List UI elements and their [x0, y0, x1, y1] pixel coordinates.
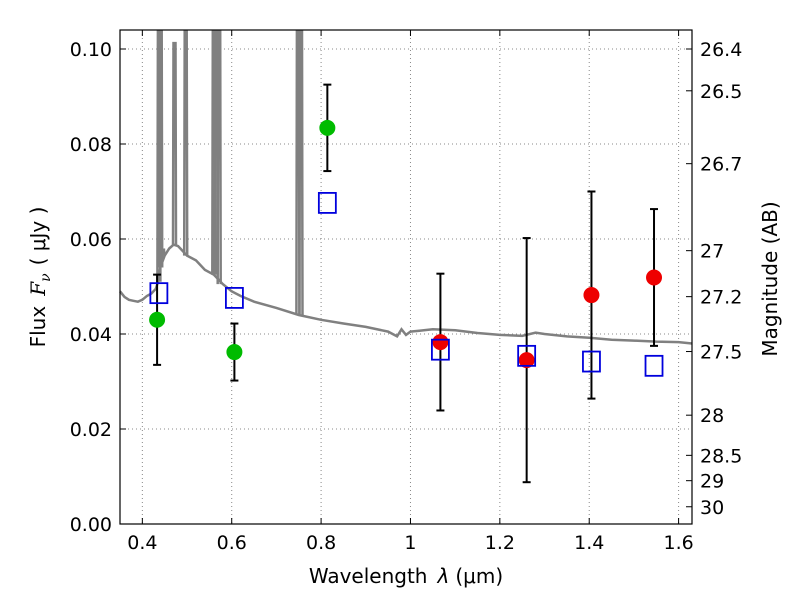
sed-model-layer: [119, 29, 693, 345]
green-photometry-point: [226, 344, 243, 361]
x-tick-label: 1.4: [574, 532, 604, 554]
mag-tick-label: 27.2: [700, 287, 742, 309]
mag-tick-label: 27: [700, 241, 724, 263]
model-point: [224, 286, 244, 309]
green-photometry-point: [149, 311, 166, 328]
model-point: [317, 191, 337, 214]
red-photometry-point: [583, 287, 600, 304]
y-tick-label: 0.00: [70, 514, 112, 536]
model-point: [431, 338, 450, 361]
model-point: [517, 344, 537, 367]
emission-line: [216, 29, 222, 285]
y-tick-label: 0.04: [70, 324, 112, 346]
model-point: [149, 282, 169, 305]
mag-tick-label: 26.7: [700, 154, 742, 176]
y-tick-label: 0.02: [70, 419, 112, 441]
model-point: [582, 350, 601, 373]
emission-line: [171, 41, 178, 245]
y-tick-label: 0.06: [70, 229, 112, 251]
x-tick-label: 0.4: [127, 532, 157, 554]
emission-line: [160, 248, 166, 256]
emission-line: [298, 29, 304, 316]
mag-tick-label: 27.5: [700, 342, 742, 364]
sed-continuum-line: [119, 243, 693, 345]
x-axis-title: Wavelength λ (μm): [309, 564, 503, 588]
emission-line: [182, 29, 189, 256]
mag-tick-label: 26.5: [700, 81, 742, 103]
x-tick-label: 0.6: [217, 532, 247, 554]
mag-tick-label: 28: [700, 405, 724, 427]
red-photometry-point: [518, 352, 535, 369]
mag-tick-label: 28.5: [700, 445, 742, 467]
y-axis-title: FluxFν( μJy ): [26, 207, 54, 348]
mag-tick-label: 30: [700, 497, 724, 519]
markers-layer: [149, 119, 664, 377]
red-photometry-point: [646, 269, 663, 286]
plot-frame: [119, 29, 693, 525]
y-tick-label: 0.08: [70, 134, 112, 156]
x-tick-label: 1: [404, 532, 416, 554]
x-tick-label: 1.6: [663, 532, 693, 554]
y-right-axis-title: Magnitude (AB): [758, 201, 782, 356]
mag-tick-label: 26.4: [700, 39, 742, 61]
y-tick-label: 0.10: [70, 39, 112, 61]
red-photometry-point: [432, 334, 449, 351]
x-tick-label: 0.8: [306, 532, 336, 554]
x-tick-label: 1.2: [485, 532, 515, 554]
mag-tick-label: 29: [700, 471, 724, 493]
emission-line: [157, 29, 164, 268]
ticks-layer: 0.4 0.6 0.8 1 1.2 1.4 1.6 0.00 0.02 0.04 0.06 0.08 0…: [70, 30, 742, 554]
model-point: [644, 354, 664, 377]
grid-layer: [120, 30, 692, 525]
green-photometry-point: [319, 119, 336, 136]
